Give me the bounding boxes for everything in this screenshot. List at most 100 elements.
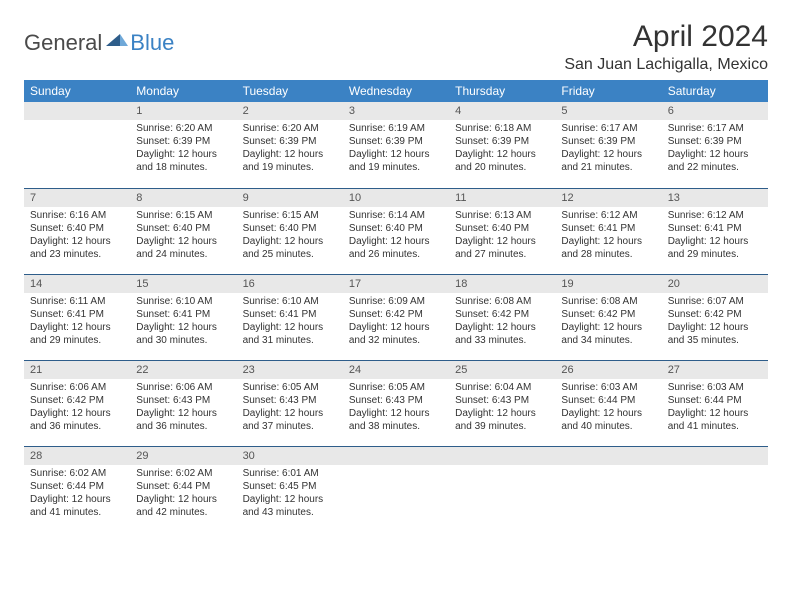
calendar-day-cell: 2Sunrise: 6:20 AMSunset: 6:39 PMDaylight… (237, 102, 343, 188)
day-number: 27 (662, 361, 768, 379)
daylight-text: Daylight: 12 hours and 32 minutes. (349, 321, 443, 347)
day-number: 14 (24, 275, 130, 293)
sunset-text: Sunset: 6:43 PM (349, 394, 443, 407)
weekday-header: Saturday (662, 80, 768, 102)
calendar-day-cell (343, 446, 449, 532)
sunrise-text: Sunrise: 6:04 AM (455, 381, 549, 394)
sunset-text: Sunset: 6:43 PM (455, 394, 549, 407)
sunset-text: Sunset: 6:44 PM (668, 394, 762, 407)
day-details: Sunrise: 6:20 AMSunset: 6:39 PMDaylight:… (237, 120, 343, 178)
sunrise-text: Sunrise: 6:12 AM (668, 209, 762, 222)
day-number: 26 (555, 361, 661, 379)
day-number: 9 (237, 189, 343, 207)
daylight-text: Daylight: 12 hours and 33 minutes. (455, 321, 549, 347)
day-number: 12 (555, 189, 661, 207)
day-details: Sunrise: 6:05 AMSunset: 6:43 PMDaylight:… (237, 379, 343, 437)
daylight-text: Daylight: 12 hours and 31 minutes. (243, 321, 337, 347)
calendar-day-cell: 4Sunrise: 6:18 AMSunset: 6:39 PMDaylight… (449, 102, 555, 188)
sunset-text: Sunset: 6:39 PM (668, 135, 762, 148)
day-details: Sunrise: 6:01 AMSunset: 6:45 PMDaylight:… (237, 465, 343, 523)
sunset-text: Sunset: 6:43 PM (243, 394, 337, 407)
day-number: 7 (24, 189, 130, 207)
calendar-day-cell: 23Sunrise: 6:05 AMSunset: 6:43 PMDayligh… (237, 360, 343, 446)
day-details: Sunrise: 6:08 AMSunset: 6:42 PMDaylight:… (555, 293, 661, 351)
sunset-text: Sunset: 6:42 PM (561, 308, 655, 321)
day-number: 13 (662, 189, 768, 207)
day-number: 18 (449, 275, 555, 293)
sunset-text: Sunset: 6:41 PM (561, 222, 655, 235)
calendar-week-row: 21Sunrise: 6:06 AMSunset: 6:42 PMDayligh… (24, 360, 768, 446)
calendar-day-cell (449, 446, 555, 532)
daylight-text: Daylight: 12 hours and 24 minutes. (136, 235, 230, 261)
daylight-text: Daylight: 12 hours and 26 minutes. (349, 235, 443, 261)
weekday-header: Monday (130, 80, 236, 102)
calendar-day-cell: 20Sunrise: 6:07 AMSunset: 6:42 PMDayligh… (662, 274, 768, 360)
daylight-text: Daylight: 12 hours and 23 minutes. (30, 235, 124, 261)
sunrise-text: Sunrise: 6:10 AM (243, 295, 337, 308)
day-details: Sunrise: 6:03 AMSunset: 6:44 PMDaylight:… (555, 379, 661, 437)
sunset-text: Sunset: 6:45 PM (243, 480, 337, 493)
weekday-header: Friday (555, 80, 661, 102)
day-number: 11 (449, 189, 555, 207)
calendar-week-row: 1Sunrise: 6:20 AMSunset: 6:39 PMDaylight… (24, 102, 768, 188)
sunset-text: Sunset: 6:44 PM (30, 480, 124, 493)
calendar-day-cell: 5Sunrise: 6:17 AMSunset: 6:39 PMDaylight… (555, 102, 661, 188)
calendar-day-cell (662, 446, 768, 532)
weekday-header: Sunday (24, 80, 130, 102)
day-details: Sunrise: 6:20 AMSunset: 6:39 PMDaylight:… (130, 120, 236, 178)
day-number: 10 (343, 189, 449, 207)
daylight-text: Daylight: 12 hours and 39 minutes. (455, 407, 549, 433)
day-number: 28 (24, 447, 130, 465)
day-details: Sunrise: 6:13 AMSunset: 6:40 PMDaylight:… (449, 207, 555, 265)
calendar-day-cell: 30Sunrise: 6:01 AMSunset: 6:45 PMDayligh… (237, 446, 343, 532)
location-label: San Juan Lachigalla, Mexico (564, 56, 768, 74)
calendar-day-cell: 11Sunrise: 6:13 AMSunset: 6:40 PMDayligh… (449, 188, 555, 274)
sunset-text: Sunset: 6:44 PM (561, 394, 655, 407)
calendar-day-cell: 29Sunrise: 6:02 AMSunset: 6:44 PMDayligh… (130, 446, 236, 532)
sunset-text: Sunset: 6:41 PM (243, 308, 337, 321)
day-details: Sunrise: 6:15 AMSunset: 6:40 PMDaylight:… (237, 207, 343, 265)
day-details: Sunrise: 6:16 AMSunset: 6:40 PMDaylight:… (24, 207, 130, 265)
sunrise-text: Sunrise: 6:17 AM (668, 122, 762, 135)
calendar-day-cell: 17Sunrise: 6:09 AMSunset: 6:42 PMDayligh… (343, 274, 449, 360)
day-number: 2 (237, 102, 343, 120)
day-number: 1 (130, 102, 236, 120)
weekday-header: Wednesday (343, 80, 449, 102)
month-title: April 2024 (564, 20, 768, 54)
logo-mark-icon (106, 32, 128, 55)
day-details: Sunrise: 6:12 AMSunset: 6:41 PMDaylight:… (555, 207, 661, 265)
sunset-text: Sunset: 6:39 PM (136, 135, 230, 148)
daylight-text: Daylight: 12 hours and 22 minutes. (668, 148, 762, 174)
sunrise-text: Sunrise: 6:20 AM (243, 122, 337, 135)
day-details: Sunrise: 6:06 AMSunset: 6:42 PMDaylight:… (24, 379, 130, 437)
weekday-header: Thursday (449, 80, 555, 102)
day-number (555, 447, 661, 465)
daylight-text: Daylight: 12 hours and 35 minutes. (668, 321, 762, 347)
daylight-text: Daylight: 12 hours and 42 minutes. (136, 493, 230, 519)
calendar-day-cell: 27Sunrise: 6:03 AMSunset: 6:44 PMDayligh… (662, 360, 768, 446)
sunset-text: Sunset: 6:42 PM (668, 308, 762, 321)
day-number: 29 (130, 447, 236, 465)
day-number: 4 (449, 102, 555, 120)
calendar-day-cell: 3Sunrise: 6:19 AMSunset: 6:39 PMDaylight… (343, 102, 449, 188)
sunset-text: Sunset: 6:40 PM (136, 222, 230, 235)
sunrise-text: Sunrise: 6:16 AM (30, 209, 124, 222)
sunset-text: Sunset: 6:41 PM (668, 222, 762, 235)
sunrise-text: Sunrise: 6:20 AM (136, 122, 230, 135)
weekday-header-row: Sunday Monday Tuesday Wednesday Thursday… (24, 80, 768, 102)
day-details: Sunrise: 6:04 AMSunset: 6:43 PMDaylight:… (449, 379, 555, 437)
sunrise-text: Sunrise: 6:07 AM (668, 295, 762, 308)
day-number: 3 (343, 102, 449, 120)
daylight-text: Daylight: 12 hours and 36 minutes. (30, 407, 124, 433)
weekday-header: Tuesday (237, 80, 343, 102)
calendar-day-cell (24, 102, 130, 188)
day-number: 17 (343, 275, 449, 293)
calendar-day-cell: 22Sunrise: 6:06 AMSunset: 6:43 PMDayligh… (130, 360, 236, 446)
calendar-day-cell: 26Sunrise: 6:03 AMSunset: 6:44 PMDayligh… (555, 360, 661, 446)
calendar-week-row: 28Sunrise: 6:02 AMSunset: 6:44 PMDayligh… (24, 446, 768, 532)
calendar-day-cell: 7Sunrise: 6:16 AMSunset: 6:40 PMDaylight… (24, 188, 130, 274)
calendar-day-cell: 21Sunrise: 6:06 AMSunset: 6:42 PMDayligh… (24, 360, 130, 446)
calendar-day-cell: 28Sunrise: 6:02 AMSunset: 6:44 PMDayligh… (24, 446, 130, 532)
daylight-text: Daylight: 12 hours and 36 minutes. (136, 407, 230, 433)
sunrise-text: Sunrise: 6:15 AM (136, 209, 230, 222)
